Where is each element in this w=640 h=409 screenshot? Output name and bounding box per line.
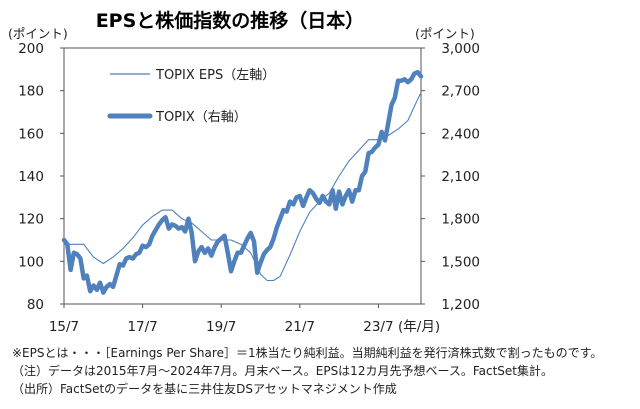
x-axis-unit: (年/月) [398,319,440,335]
footnote-data: （注）データは2015年7月～2024年7月。月末ベース。EPSは12カ月先予想… [12,364,554,378]
y-right-tick-label: 1,500 [441,254,480,270]
x-tick-label: 23/7 [363,319,393,335]
y-left-tick-label: 180 [18,84,44,100]
y-left-tick-label: 160 [18,126,44,142]
y-axis-left: 200 180 160 140 120 100 80 [18,41,64,313]
series-line-eps [63,92,422,282]
y-left-tick-label: 80 [27,297,44,313]
y-left-tick-label: 200 [18,41,44,57]
legend-label-eps: TOPIX EPS（左軸） [155,68,275,83]
y-right-tick-label: 3,000 [441,41,480,57]
legend: TOPIX EPS（左軸） TOPIX（右軸） [107,68,275,125]
y-right-tick-label: 2,100 [441,169,480,185]
y-axis-right: 3,000 2,700 2,400 2,100 1,800 1,500 1,200 [421,41,480,313]
x-tick-label: 21/7 [285,319,315,335]
left-axis-unit: (ポイント) [8,26,68,41]
x-tick-label: 19/7 [206,319,236,335]
y-left-tick-label: 140 [18,169,44,185]
plot-frame [63,47,422,305]
series-line-topix [61,69,424,295]
y-right-tick-label: 1,800 [441,212,480,228]
x-tick-label: 15/7 [49,319,79,335]
chart-title: EPSと株価指数の推移（日本） [96,9,365,32]
footnote-definition: ※EPSとは・・・［Earnings Per Share］＝1株当たり純利益。当… [12,346,603,360]
right-axis-unit: (ポイント) [415,26,475,41]
y-left-tick-label: 100 [18,254,44,270]
y-right-tick-label: 1,200 [441,297,480,313]
x-tick-label: 17/7 [127,319,157,335]
y-right-tick-label: 2,400 [441,126,480,142]
legend-label-topix: TOPIX（右軸） [155,110,247,125]
plot-series [61,69,424,295]
y-left-tick-label: 120 [18,212,44,228]
chart: EPSと株価指数の推移（日本） (ポイント) (ポイント) 200 180 160 1… [8,9,480,335]
footnote-source: （出所）FactSetのデータを基に三井住友DSアセットマネジメント作成 [12,382,397,396]
y-right-tick-label: 2,700 [441,84,480,100]
x-axis: 15/7 17/7 19/7 21/7 23/7 [49,304,394,335]
